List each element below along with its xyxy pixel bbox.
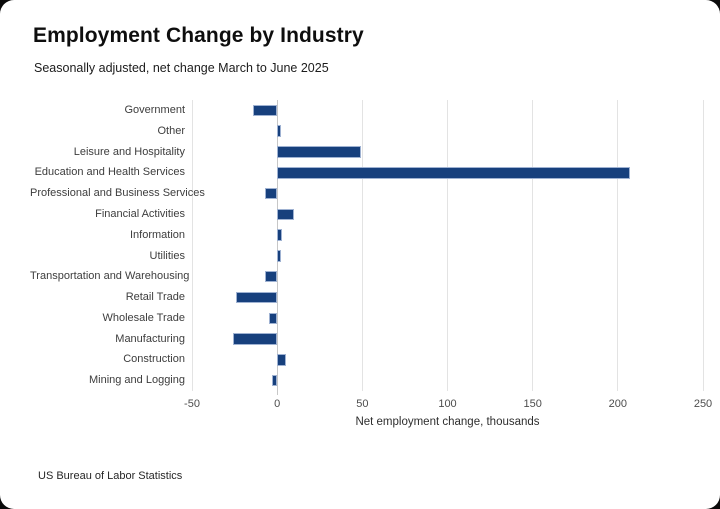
category-label: Transportation and Warehousing	[30, 270, 190, 283]
bar-positive	[277, 125, 281, 137]
x-tick-label-200: 200	[608, 398, 628, 410]
gridline-x-50	[361, 100, 363, 391]
bar-positive	[277, 167, 630, 179]
x-tick-label-100: 100	[438, 398, 457, 410]
category-label: Financial Activities	[95, 207, 185, 220]
category-label: Utilities	[149, 249, 185, 262]
gridline-x-200	[617, 100, 619, 391]
zero-axis-line	[276, 100, 278, 391]
x-tick-label-250: 250	[693, 398, 713, 410]
bar-negative	[265, 270, 278, 283]
chart-title: Employment Change by Industry	[33, 24, 364, 47]
category-label: Education and Health Services	[34, 166, 185, 179]
chart-subtitle: Seasonally adjusted, net change March to…	[34, 61, 329, 75]
category-label: Manufacturing	[115, 332, 185, 345]
category-label: Leisure and Hospitality	[73, 145, 185, 158]
source-note: US Bureau of Labor Statistics	[38, 470, 183, 482]
bar-positive	[277, 354, 286, 366]
category-label: Information	[129, 228, 185, 241]
gridline-x-150	[532, 100, 534, 391]
category-label: Wholesale Trade	[102, 311, 185, 324]
bar-positive	[277, 229, 283, 241]
bar-negative	[265, 187, 278, 200]
gridline-x--50	[191, 100, 193, 391]
bar-negative	[268, 312, 278, 324]
category-label: Retail Trade	[125, 291, 185, 304]
category-label: Construction	[123, 353, 185, 366]
gridline-x-100	[447, 100, 448, 391]
bar-positive	[277, 146, 361, 158]
zero-tick-mark	[276, 391, 278, 395]
x-axis-label: Net employment change, thousands	[355, 416, 540, 428]
bar-negative	[236, 291, 278, 304]
x-tick-label-50: 50	[356, 398, 369, 410]
bar-negative	[232, 333, 278, 345]
bar-positive	[277, 250, 281, 262]
category-label: Other	[157, 124, 185, 137]
x-tick-label--50: -50	[184, 398, 200, 410]
bar-negative	[253, 104, 278, 117]
x-tick-label-150: 150	[523, 398, 542, 410]
x-tick-label-0: 0	[274, 398, 281, 410]
bar-positive	[277, 208, 295, 221]
category-label: Government	[124, 104, 185, 116]
category-label: Professional and Business Services	[30, 187, 205, 200]
category-label: Mining and Logging	[88, 374, 185, 387]
bar-negative	[272, 374, 278, 387]
gridline-x-250	[702, 100, 704, 391]
